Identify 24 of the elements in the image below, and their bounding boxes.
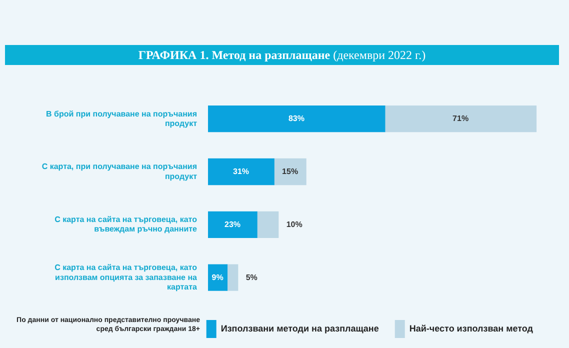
data-label: 71% (452, 114, 469, 124)
y-tick-label: С карта на сайта на търговеца, като използвам опцията за запазване на картата (54, 263, 198, 292)
bar (208, 264, 228, 291)
data-label: 83% (288, 114, 304, 124)
legend-label: Използвани методи на разплащане (220, 323, 379, 334)
bar (226, 264, 238, 291)
bar (208, 211, 258, 238)
data-label: 9% (212, 272, 224, 282)
data-label: 15% (282, 166, 298, 176)
data-label: 31% (233, 166, 250, 176)
data-label: 10% (286, 220, 302, 229)
data-label: 23% (224, 220, 241, 229)
y-tick-label: В брой при получаване на поръчания продукт (46, 109, 198, 128)
bar (208, 158, 274, 186)
y-tick-label: С карта на сайта на търговеца, като въвеждам ръчно данните (54, 215, 198, 234)
bar (256, 211, 279, 238)
y-tick-label: С карта, при получаване на поръчания продукт (42, 162, 198, 181)
bar (274, 158, 306, 186)
bar (384, 106, 537, 132)
chart-title: ГРАФИКА 1. Метод на разплащане (138, 48, 330, 62)
bar (208, 106, 386, 132)
legend-label: Най-често използван метод (409, 323, 534, 334)
chart-subtitle: (декември 2022 г.) (333, 48, 426, 62)
data-label: 5% (246, 272, 258, 282)
